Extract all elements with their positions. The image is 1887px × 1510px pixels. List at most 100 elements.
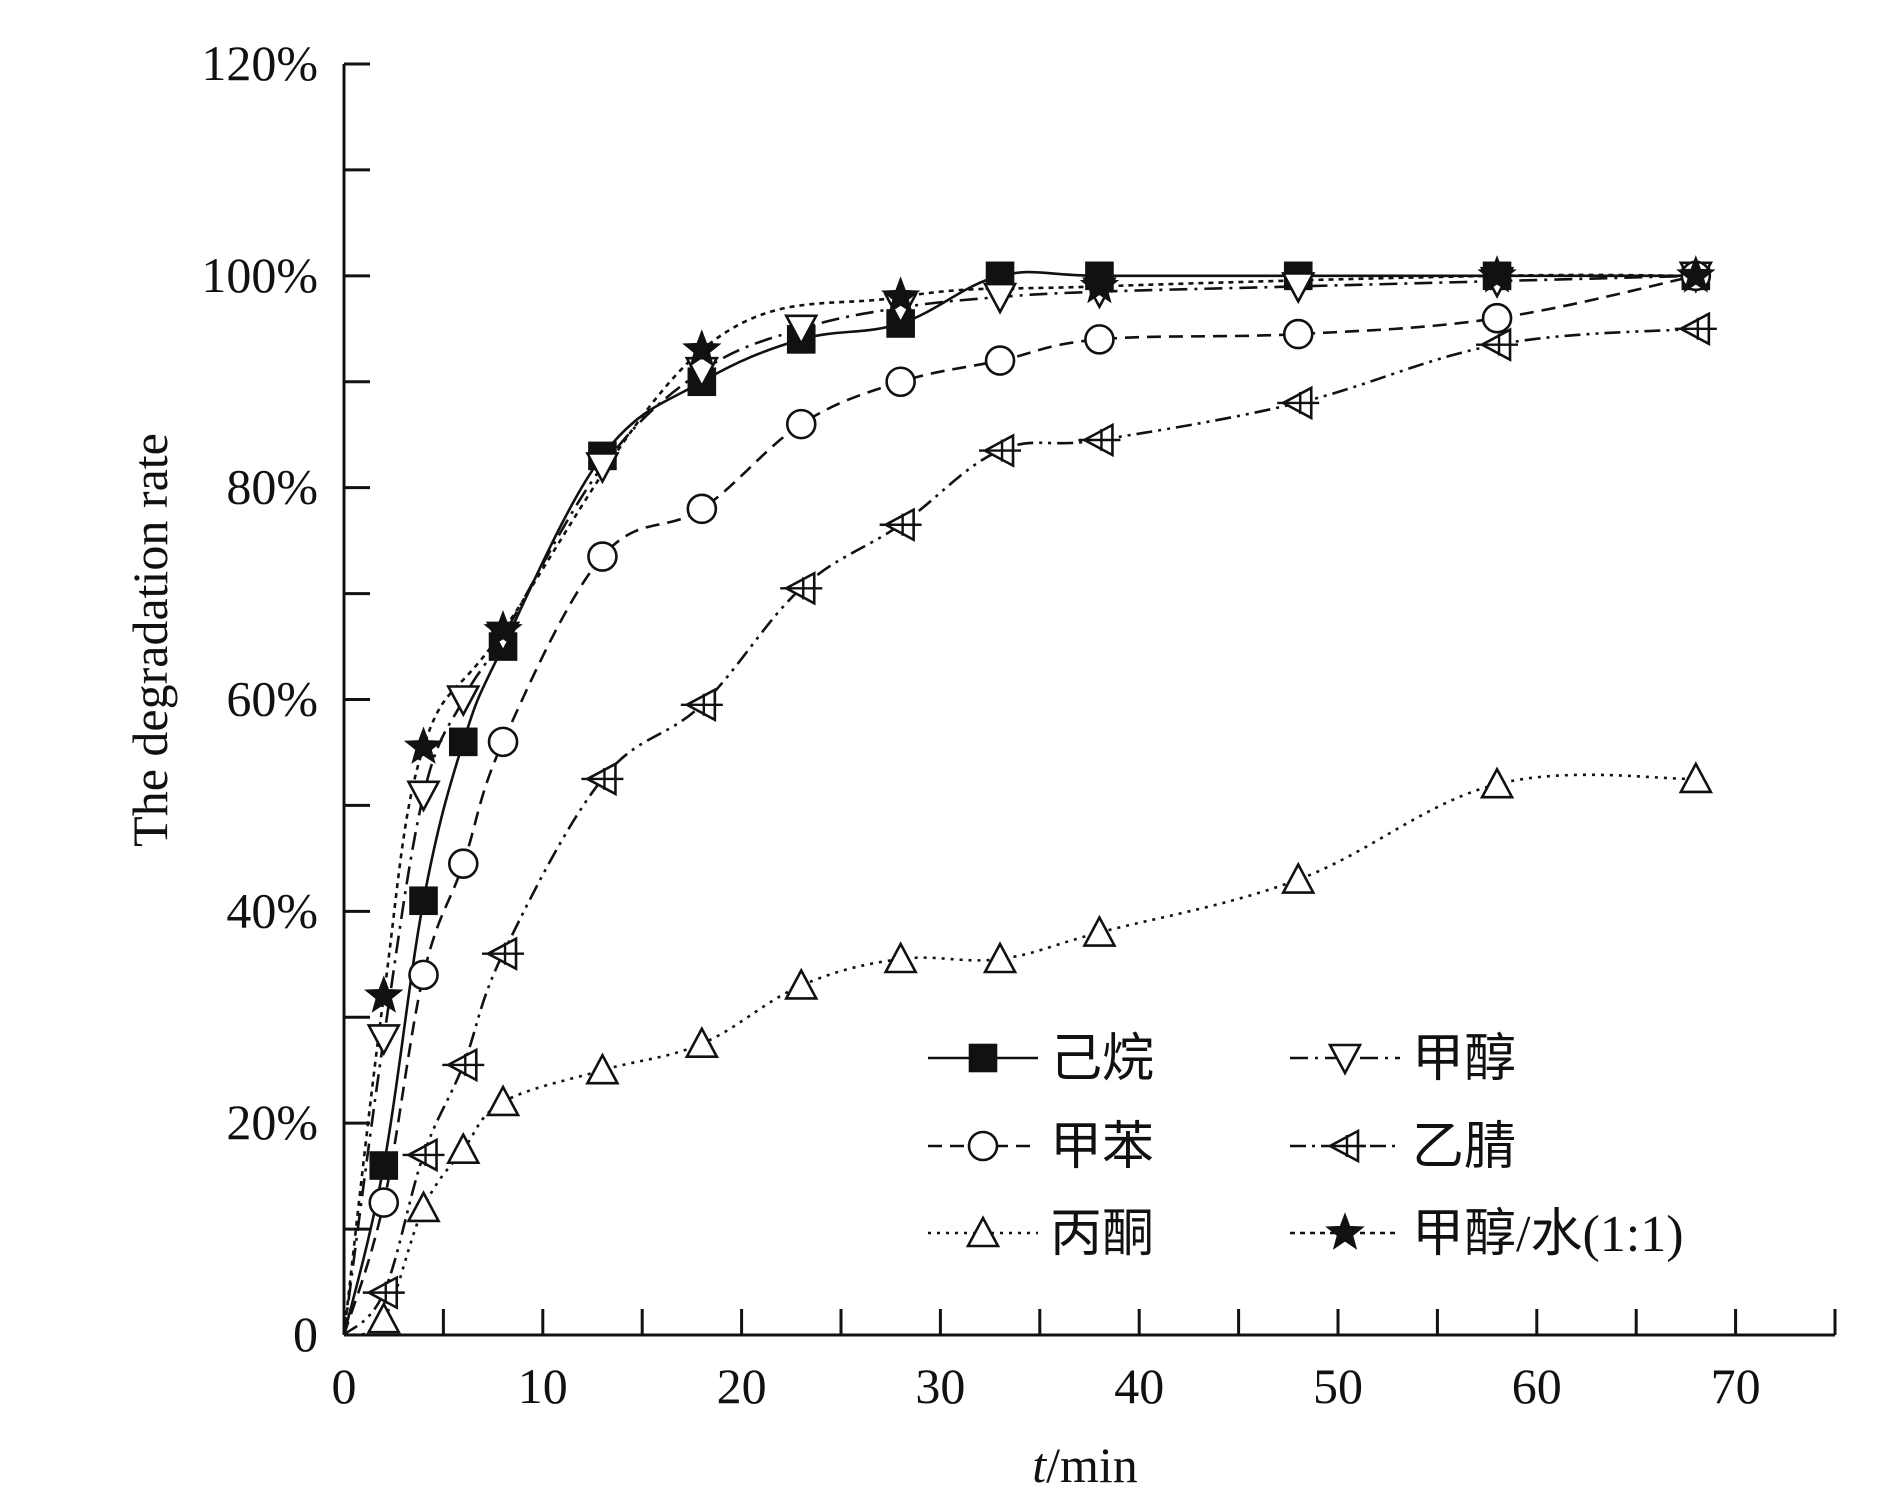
axes: 0 20% 40% 60% 80% 100% 120% 0 10 20 30 40 50 60 70 — [201, 35, 1837, 1414]
x-tick-label: 0 — [332, 1358, 357, 1414]
series-markers — [362, 255, 1717, 1334]
data-point — [585, 452, 620, 485]
data-point — [406, 1190, 441, 1223]
x-axis-label: t/min — [1032, 1437, 1138, 1493]
data-point — [1281, 861, 1316, 894]
data-point — [979, 433, 1022, 468]
legend-marker — [1325, 1212, 1365, 1250]
data-point — [362, 1275, 405, 1310]
legend-entry: 乙腈 — [1290, 1119, 1516, 1176]
data-point — [482, 936, 525, 971]
data-point — [408, 959, 439, 991]
x-tick-label: 50 — [1313, 1358, 1363, 1414]
data-point — [366, 1301, 401, 1334]
legend-marker — [1327, 1043, 1363, 1076]
series-markers-3 — [362, 311, 1717, 1310]
data-point — [366, 1024, 401, 1057]
y-tick-label: 80% — [226, 459, 318, 515]
data-point — [1674, 311, 1717, 346]
legend-marker — [968, 1043, 998, 1073]
y-tick-label: 20% — [226, 1094, 318, 1150]
series-line-3 — [343, 327, 1696, 1336]
legend-label: 甲醇 — [1412, 1031, 1516, 1088]
data-point — [1078, 422, 1121, 458]
data-point — [879, 507, 922, 542]
data-point — [984, 345, 1016, 376]
data-point — [1481, 302, 1513, 334]
series-line-1 — [342, 274, 1696, 1336]
x-tick-label: 20 — [717, 1358, 767, 1414]
data-point — [885, 366, 916, 398]
data-point — [446, 1131, 481, 1164]
data-point — [409, 886, 438, 916]
legend-entry: 丙酮 — [928, 1206, 1154, 1263]
data-point — [1082, 914, 1117, 947]
data-point — [686, 493, 718, 525]
data-point — [982, 282, 1018, 315]
data-point — [785, 408, 817, 440]
data-point — [1678, 761, 1714, 794]
data-point — [883, 941, 918, 974]
legend-entry: 甲苯 — [928, 1119, 1154, 1176]
data-point — [680, 687, 723, 722]
data-point — [368, 1187, 400, 1218]
x-tick-label: 40 — [1114, 1358, 1164, 1414]
data-point — [446, 685, 481, 718]
data-point — [780, 571, 823, 606]
data-point — [880, 276, 921, 314]
data-point — [485, 1084, 521, 1117]
y-tick-label: 0 — [293, 1306, 318, 1362]
x-axis-label-italic: t — [1032, 1437, 1047, 1493]
legend-marker — [967, 1130, 999, 1162]
x-tick-label: 10 — [518, 1358, 568, 1414]
series-markers-2 — [368, 260, 1712, 1218]
data-point — [364, 975, 404, 1013]
y-tick-label: 100% — [201, 247, 318, 303]
data-point — [483, 609, 523, 648]
data-point — [402, 1137, 445, 1173]
legend-label: 己烷 — [1050, 1031, 1154, 1088]
data-point — [1477, 255, 1517, 293]
data-point — [448, 727, 478, 757]
series-markers-5 — [364, 255, 1716, 1013]
y-tick-label: 60% — [226, 671, 318, 727]
legend-entry: 己烷 — [928, 1031, 1154, 1088]
x-tick-label: 60 — [1512, 1358, 1562, 1414]
data-point — [982, 941, 1018, 974]
data-point — [1282, 318, 1314, 350]
data-point — [447, 848, 479, 879]
x-tick-label: 30 — [915, 1358, 965, 1414]
y-tick-label: 40% — [226, 882, 318, 938]
legend-label: 甲醇/水(1:1) — [1412, 1206, 1684, 1263]
series-markers-1 — [366, 261, 1714, 1057]
legend-label: 丙酮 — [1050, 1206, 1154, 1263]
data-point — [1084, 324, 1115, 355]
legend-entry: 甲醇 — [1290, 1031, 1516, 1088]
data-point — [1676, 255, 1716, 293]
data-point — [1476, 327, 1519, 362]
series-markers-4 — [366, 761, 1714, 1334]
series-line-2 — [342, 274, 1697, 1336]
data-point — [1277, 385, 1320, 421]
data-point — [406, 780, 441, 813]
data-point — [585, 1052, 620, 1085]
data-point — [403, 726, 444, 764]
legend-label: 乙腈 — [1412, 1119, 1516, 1176]
data-point — [684, 1025, 720, 1059]
data-point — [682, 329, 722, 367]
data-point — [1281, 272, 1316, 305]
y-axis-label: The degradation rate — [122, 433, 178, 847]
data-point — [581, 761, 624, 797]
legend-label: 甲苯 — [1050, 1119, 1154, 1176]
legend-entry: 甲醇/水(1:1) — [1290, 1206, 1684, 1263]
legend-marker — [965, 1215, 1001, 1248]
data-point — [1479, 766, 1515, 799]
data-point — [587, 541, 618, 572]
data-point — [784, 314, 819, 347]
data-point — [442, 1047, 485, 1083]
legend-marker — [1324, 1128, 1366, 1164]
data-point — [487, 726, 519, 758]
series-line-4 — [343, 773, 1696, 1337]
